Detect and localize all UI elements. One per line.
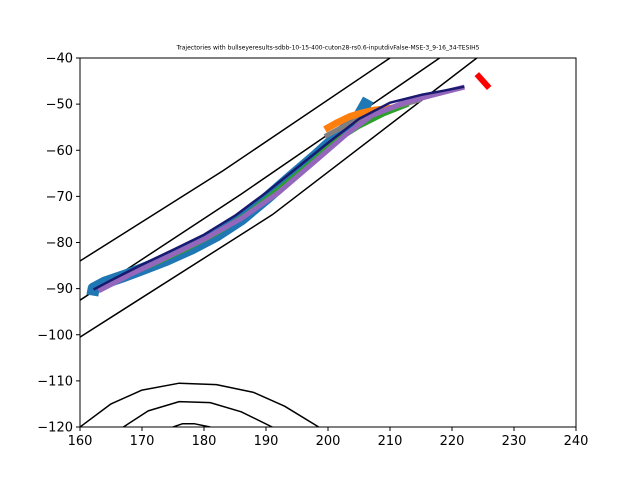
trajectory-line-7 [474, 72, 492, 90]
plot-frame [79, 57, 577, 428]
x-axis: 160 170 180 190 200 210 220 230 240 [68, 427, 589, 449]
y-tick-label: −90 [46, 282, 73, 297]
y-tick-label: −80 [46, 236, 73, 251]
x-tick-label: 190 [254, 434, 279, 449]
x-tick-label: 240 [564, 434, 589, 449]
contour-line-2 [80, 58, 441, 301]
y-tick-label: −40 [46, 52, 73, 67]
contour-line-4 [80, 382, 320, 427]
chart-title: Trajectories with bullseyeresults-sdbb-1… [175, 45, 479, 52]
trajectory-series [86, 72, 492, 297]
contour-line-3 [80, 58, 478, 338]
x-tick-label: 160 [68, 434, 93, 449]
y-tick-label: −60 [46, 144, 73, 159]
y-tick-label: −110 [37, 374, 73, 389]
trajectory-line-5 [97, 84, 466, 294]
y-tick-label: −100 [37, 328, 73, 343]
contour-line-5 [122, 400, 273, 427]
contour-line-6 [172, 423, 211, 427]
y-axis: −40 −50 −60 −70 −80 −90 −100 −110 −120 [37, 52, 80, 436]
contour-lines [80, 58, 478, 427]
x-tick-label: 170 [130, 434, 155, 449]
x-tick-label: 180 [192, 434, 217, 449]
x-tick-label: 200 [316, 434, 341, 449]
y-tick-label: −50 [46, 98, 73, 113]
x-tick-label: 230 [502, 434, 527, 449]
trajectory-line-6 [93, 85, 465, 291]
x-tick-label: 210 [378, 434, 403, 449]
y-tick-label: −70 [46, 190, 73, 205]
contour-line-1 [80, 58, 391, 262]
x-tick-label: 220 [440, 434, 465, 449]
y-tick-label: −120 [37, 421, 73, 436]
